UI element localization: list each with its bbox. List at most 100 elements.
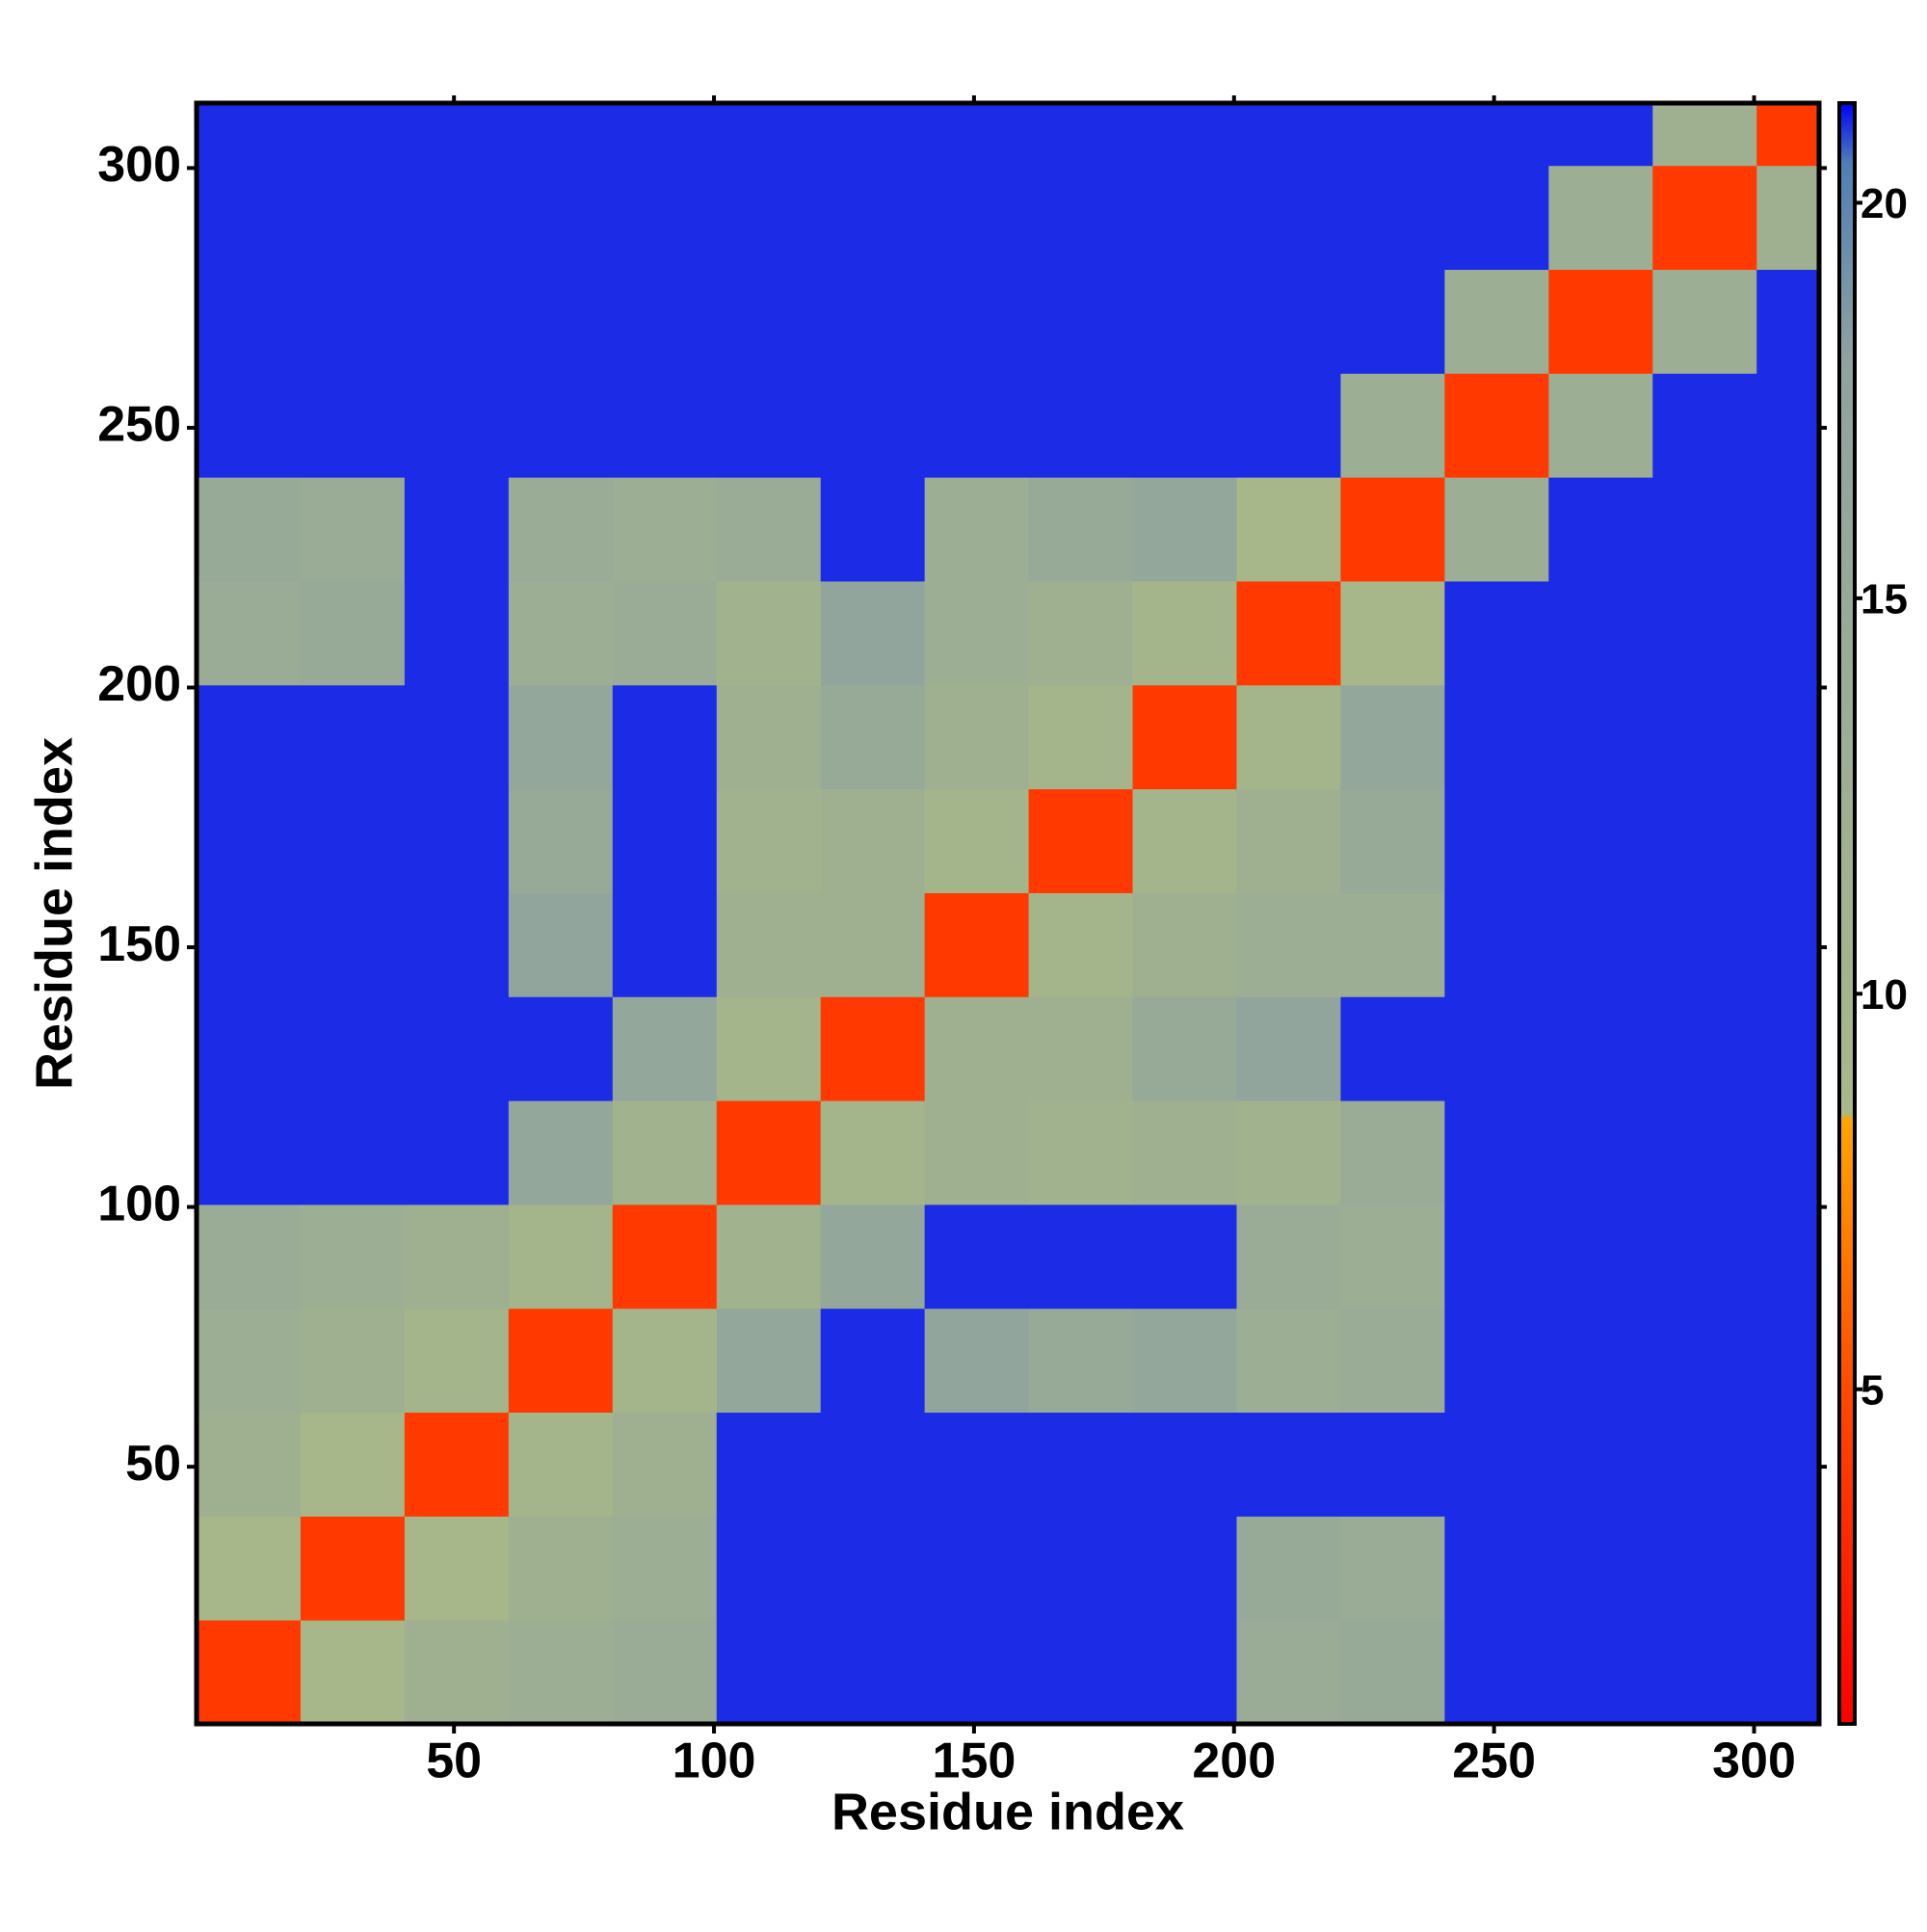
heatmap-cell — [1548, 1204, 1653, 1310]
heatmap-cell — [716, 165, 822, 271]
heatmap-cell — [1028, 477, 1134, 582]
heatmap-cell — [1236, 1204, 1341, 1310]
heatmap-cell — [508, 1412, 614, 1517]
heatmap-cell — [1652, 165, 1757, 271]
heatmap-cell — [1444, 1516, 1549, 1621]
heatmap-cell — [404, 788, 510, 893]
heatmap-cell — [1028, 892, 1134, 997]
heatmap-cell — [1444, 373, 1549, 478]
x-axis-title: Residue index — [832, 1783, 1184, 1840]
heatmap-cell — [1028, 684, 1134, 790]
heatmap-cell — [1132, 1100, 1237, 1205]
colorbar-tick-label: 15 — [1861, 576, 1908, 623]
heatmap-cell — [1340, 269, 1445, 374]
heatmap-cell — [1236, 269, 1341, 374]
heatmap-cell — [716, 1204, 822, 1310]
heatmap-cell — [1548, 580, 1653, 686]
heatmap-cell — [508, 684, 614, 790]
heatmap-cell — [924, 788, 1030, 893]
heatmap-cell — [1028, 1516, 1134, 1621]
heatmap-cell — [612, 1204, 718, 1310]
heatmap-cell — [1444, 1100, 1549, 1205]
heatmap-cell — [924, 103, 1030, 167]
heatmap-cell — [1340, 684, 1445, 790]
heatmap-cell — [1444, 1204, 1549, 1310]
heatmap-cell — [716, 892, 822, 997]
heatmap-cell — [1652, 1620, 1757, 1725]
heatmap-cell — [820, 1100, 926, 1205]
heatmap-cell — [1548, 1308, 1653, 1414]
heatmap-cell — [924, 1100, 1030, 1205]
heatmap-cell — [1444, 580, 1549, 686]
heatmap-cell — [1652, 892, 1757, 997]
heatmap-cell — [1652, 1412, 1757, 1517]
heatmap-cell — [1444, 684, 1549, 790]
heatmap-cell — [404, 1308, 510, 1414]
heatmap-cell — [508, 477, 614, 582]
heatmap-cell — [508, 1516, 614, 1621]
heatmap-cell — [1132, 165, 1237, 271]
x-tick-label: 300 — [1712, 1734, 1796, 1789]
heatmap-cell — [716, 1100, 822, 1205]
heatmap-cell — [716, 1620, 822, 1725]
heatmap-cell — [612, 1516, 718, 1621]
heatmap-cell — [820, 373, 926, 478]
heatmap-cell — [1028, 996, 1134, 1101]
heatmap-cell — [1548, 165, 1653, 271]
heatmap-cell — [820, 1412, 926, 1517]
heatmap-cell — [820, 165, 926, 271]
heatmap-cell — [1236, 1620, 1341, 1725]
heatmap-cell — [1028, 1620, 1134, 1725]
heatmap-cell — [1756, 477, 1820, 582]
heatmap-cell — [1340, 580, 1445, 686]
heatmap-cell — [1236, 373, 1341, 478]
heatmap-cell — [197, 103, 302, 167]
y-tick-label: 200 — [97, 656, 181, 712]
heatmap-cell — [1652, 788, 1757, 893]
heatmap-cell — [612, 373, 718, 478]
heatmap-cell — [300, 477, 406, 582]
y-tick-label: 150 — [97, 916, 181, 972]
heatmap-cell — [197, 788, 302, 893]
heatmap-cell — [508, 1308, 614, 1414]
heatmap-cell — [1132, 103, 1237, 167]
heatmap-cell — [716, 1516, 822, 1621]
heatmap-cell — [1340, 996, 1445, 1101]
heatmap-cell — [404, 1100, 510, 1205]
heatmap-cell — [1444, 477, 1549, 582]
heatmap-cell — [1548, 684, 1653, 790]
heatmap-cell — [924, 892, 1030, 997]
heatmap-cell — [1652, 103, 1757, 167]
heatmap-cell — [1236, 1100, 1341, 1205]
heatmap-cell — [1028, 1100, 1134, 1205]
heatmap-cell — [1756, 684, 1820, 790]
heatmap-cell — [508, 892, 614, 997]
heatmap-cell — [924, 477, 1030, 582]
heatmap-cell — [1132, 684, 1237, 790]
heatmap-cell — [197, 996, 302, 1101]
heatmap-cell — [1652, 373, 1757, 478]
heatmap-cell — [1548, 1620, 1653, 1725]
heatmap-cell — [197, 1516, 302, 1621]
heatmap-cell — [612, 1620, 718, 1725]
heatmap-cell — [1132, 580, 1237, 686]
heatmap-cell — [300, 373, 406, 478]
heatmap-cell — [1236, 788, 1341, 893]
heatmap-cell — [1028, 1308, 1134, 1414]
heatmap-cell — [1236, 1308, 1341, 1414]
y-tick-label: 250 — [97, 397, 181, 453]
heatmap-cell — [1028, 580, 1134, 686]
heatmap-cell — [197, 269, 302, 374]
heatmap-cell — [924, 269, 1030, 374]
heatmap-cell — [924, 1516, 1030, 1621]
heatmap-cell — [716, 580, 822, 686]
heatmap-cell — [924, 1204, 1030, 1310]
heatmap-cell — [404, 103, 510, 167]
heatmap-cell — [716, 684, 822, 790]
heatmap-cell — [508, 269, 614, 374]
heatmap-cell — [612, 165, 718, 271]
heatmap-cell — [1548, 892, 1653, 997]
heatmap-cell — [197, 580, 302, 686]
heatmap-cell — [1028, 269, 1134, 374]
heatmap-cell — [1652, 1204, 1757, 1310]
